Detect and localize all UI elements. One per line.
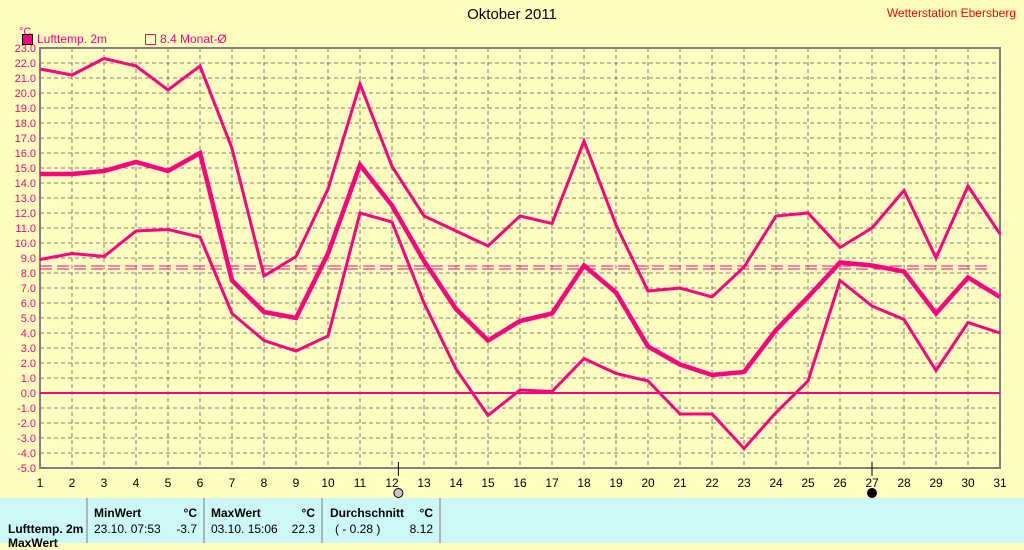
x-tick-label: 3 <box>101 476 108 490</box>
stats-max: MaxWert °C 03.10. 15:06 22.3 <box>205 498 323 543</box>
avg-value: 8.12 <box>410 522 433 536</box>
y-tick-label: 4.0 <box>21 328 36 340</box>
x-tick-label: 17 <box>545 476 559 490</box>
y-tick-label: 15.0 <box>15 163 36 175</box>
max-value: 22.3 <box>292 522 315 536</box>
x-tick-label: 29 <box>929 476 943 490</box>
y-tick-label: 13.0 <box>15 193 36 205</box>
x-tick-label: 24 <box>769 476 783 490</box>
y-tick-label: -4.0 <box>17 448 36 460</box>
x-tick-label: 14 <box>449 476 463 490</box>
y-tick-label: 17.0 <box>15 133 36 145</box>
x-tick-label: 27 <box>865 476 879 490</box>
y-tick-label: -3.0 <box>17 433 36 445</box>
x-tick-label: 25 <box>801 476 815 490</box>
x-tick-label: 7 <box>229 476 236 490</box>
x-tick-label: 22 <box>705 476 719 490</box>
y-tick-label: 11.0 <box>15 223 36 235</box>
x-tick-label: 21 <box>673 476 687 490</box>
x-tick-label: 13 <box>417 476 431 490</box>
legend-swatch-filled <box>22 34 33 45</box>
full-moon-icon <box>394 489 403 498</box>
min-value: -3.7 <box>176 522 197 536</box>
y-tick-label: 18.0 <box>15 118 36 130</box>
y-tick-label: 6.0 <box>21 298 36 310</box>
x-tick-label: 9 <box>293 476 300 490</box>
max-time: 03.10. 15:06 <box>211 522 278 536</box>
y-tick-label: 7.0 <box>21 283 36 295</box>
y-tick-label: 12.0 <box>15 208 36 220</box>
chart-title: Oktober 2011 <box>0 6 1024 23</box>
avg-deviation: ( - 0.28 ) <box>335 522 380 536</box>
legend-swatch-empty <box>145 34 156 45</box>
y-tick-label: 10.0 <box>15 238 36 250</box>
x-tick-label: 1 <box>37 476 44 490</box>
x-tick-label: 19 <box>609 476 623 490</box>
y-tick-label: 14.0 <box>15 178 36 190</box>
min-header: MinWert <box>94 506 141 520</box>
avg-unit: °C <box>420 506 433 520</box>
x-tick-label: 23 <box>737 476 751 490</box>
y-tick-label: 8.0 <box>21 268 36 280</box>
y-tick-label: 2.0 <box>21 358 36 370</box>
x-tick-label: 6 <box>197 476 204 490</box>
stats-row2-label: MaxWert <box>8 536 58 550</box>
y-tick-label: 9.0 <box>21 253 36 265</box>
legend-average[interactable]: 8.4 Monat-Ø <box>145 32 227 46</box>
temperature-chart: 23.022.021.020.019.018.017.016.015.014.0… <box>0 0 1024 498</box>
x-tick-label: 30 <box>961 476 975 490</box>
stats-row-labels: Lufttemp. 2m MaxWert <box>0 498 88 543</box>
max-header: MaxWert <box>211 506 261 520</box>
y-tick-label: 21.0 <box>15 73 36 85</box>
y-tick-label: 20.0 <box>15 88 36 100</box>
x-tick-label: 31 <box>993 476 1007 490</box>
x-tick-label: 16 <box>513 476 527 490</box>
stats-panel: Lufttemp. 2m MaxWert MinWert °C 23.10. 0… <box>0 498 1024 543</box>
x-tick-label: 20 <box>641 476 655 490</box>
x-tick-label: 28 <box>897 476 911 490</box>
x-tick-label: 5 <box>165 476 172 490</box>
x-tick-label: 10 <box>321 476 335 490</box>
y-tick-label: 1.0 <box>21 373 36 385</box>
x-tick-label: 4 <box>133 476 140 490</box>
min-time: 23.10. 07:53 <box>94 522 161 536</box>
y-tick-label: 5.0 <box>21 313 36 325</box>
y-tick-label: -1.0 <box>17 403 36 415</box>
stats-average: Durchschnitt °C ( - 0.28 ) 8.12 <box>323 498 441 543</box>
stats-min: MinWert °C 23.10. 07:53 -3.7 <box>88 498 205 543</box>
y-tick-label: 16.0 <box>15 148 36 160</box>
y-tick-label: -5.0 <box>17 463 36 475</box>
avg-header: Durchschnitt <box>330 506 404 520</box>
x-tick-label: 15 <box>481 476 495 490</box>
x-tick-label: 11 <box>354 476 367 490</box>
mean-temperature-line <box>40 153 1000 375</box>
legend-series[interactable]: Lufttemp. 2m <box>22 32 107 46</box>
x-tick-label: 8 <box>261 476 268 490</box>
stats-row-label: Lufttemp. 2m <box>8 522 83 536</box>
min-unit: °C <box>184 506 197 520</box>
y-tick-label: -2.0 <box>17 418 36 430</box>
y-tick-label: 3.0 <box>21 343 36 355</box>
legend-average-label: 8.4 Monat-Ø <box>160 32 227 46</box>
legend-series-label: Lufttemp. 2m <box>37 32 107 46</box>
x-tick-label: 12 <box>385 476 399 490</box>
x-tick-label: 26 <box>833 476 847 490</box>
station-name: Wetterstation Ebersberg <box>887 6 1016 20</box>
x-tick-label: 2 <box>69 476 76 490</box>
max-unit: °C <box>302 506 315 520</box>
new-moon-icon <box>868 489 877 498</box>
x-tick-label: 18 <box>577 476 591 490</box>
y-tick-label: 22.0 <box>15 58 36 70</box>
y-tick-label: 19.0 <box>15 103 36 115</box>
y-tick-label: 0.0 <box>21 388 36 400</box>
